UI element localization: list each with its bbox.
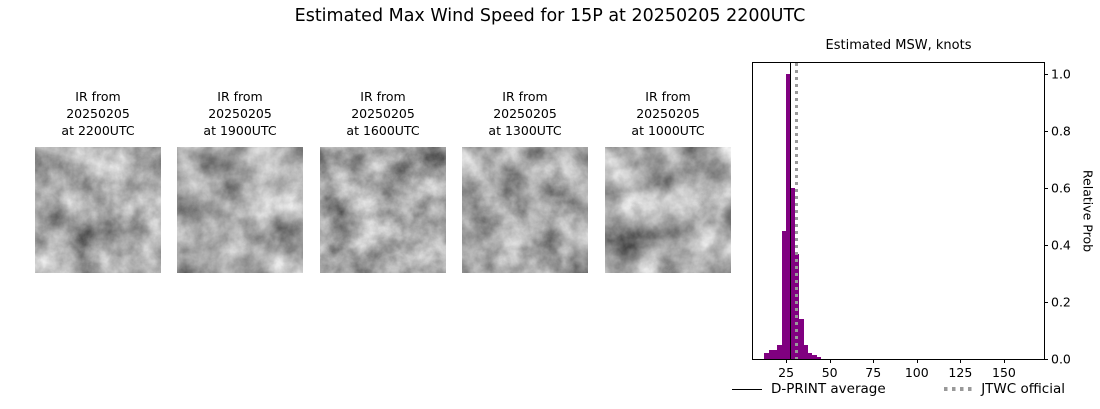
y-tick [1044, 245, 1048, 247]
ir-panel-label: IR from 20250205 at 1300UTC [462, 88, 588, 139]
histogram-bar [799, 319, 804, 359]
chart-title: Estimated MSW, knots [825, 38, 972, 53]
legend-dprint: D-PRINT average [732, 381, 886, 397]
y-tick [1044, 302, 1048, 304]
ir-satellite-image [462, 147, 588, 273]
y-tick-label: 0.0 [1051, 351, 1071, 367]
msw-histogram-plot: 25 50 75 100 125 150 0.0 0.2 0.4 0.6 0.8 1.0 [752, 62, 1071, 380]
x-tick [916, 359, 918, 363]
histogram-bar [816, 356, 821, 359]
x-tick-label: 125 [948, 365, 973, 380]
ir-label-line: 20250205 [493, 106, 557, 121]
ir-label-line: at 1600UTC [346, 123, 420, 138]
y-tick [1044, 188, 1048, 190]
ir-satellite-image [605, 147, 731, 273]
jtwc-official-line [794, 63, 798, 359]
ir-satellite-image [177, 147, 303, 273]
dprint-average-line [789, 63, 792, 359]
histogram-bar [786, 74, 791, 359]
jtwc-dotted-swatch [944, 387, 973, 391]
y-tick-label: 1.0 [1051, 66, 1071, 82]
ir-label-line: IR from [360, 89, 406, 104]
y-tick-label: 0.8 [1051, 123, 1071, 139]
ir-label-line: IR from [645, 89, 691, 104]
ir-panel-label: IR from 20250205 at 2200UTC [35, 88, 161, 139]
legend-dprint-label: D-PRINT average [771, 381, 886, 397]
ir-label-line: IR from [502, 89, 548, 104]
histogram-bar [781, 230, 787, 359]
ir-label-line: at 1900UTC [203, 123, 277, 138]
legend-jtwc-label: JTWC official [981, 381, 1065, 397]
x-tick [960, 359, 962, 363]
ir-panel-label: IR from 20250205 at 1900UTC [177, 88, 303, 139]
legend-jtwc: JTWC official [944, 381, 1065, 397]
ir-panel-1000utc: IR from 20250205 at 1000UTC [605, 88, 731, 273]
histogram-bar [764, 353, 769, 359]
x-tick [829, 359, 831, 363]
x-tick-label: 150 [991, 365, 1016, 380]
x-tick [1003, 359, 1005, 363]
ir-label-line: 20250205 [66, 106, 130, 121]
histogram-bar [768, 350, 774, 359]
dprint-line-swatch [732, 388, 762, 390]
histogram-bar [812, 354, 817, 359]
x-tick-label: 50 [821, 365, 838, 380]
histogram-bar [807, 353, 813, 359]
ir-panel-label: IR from 20250205 at 1600UTC [320, 88, 446, 139]
y-tick [1044, 131, 1048, 133]
chart-legend: D-PRINT average JTWC official [732, 381, 1065, 397]
histogram-bar [803, 344, 808, 359]
ir-panel-2200utc: IR from 20250205 at 2200UTC [35, 88, 161, 273]
y-tick [1044, 359, 1048, 360]
ir-label-line: IR from [217, 89, 263, 104]
ir-label-line: at 1300UTC [488, 123, 562, 138]
figure-title: Estimated Max Wind Speed for 15P at 2025… [294, 6, 806, 26]
ir-panel-1900utc: IR from 20250205 at 1900UTC [177, 88, 303, 273]
ir-label-line: IR from [75, 89, 121, 104]
y-tick [1044, 74, 1048, 76]
x-tick-label: 75 [865, 365, 882, 380]
x-tick-label: 25 [778, 365, 795, 380]
ir-label-line: 20250205 [208, 106, 272, 121]
ir-satellite-image [35, 147, 161, 273]
y-tick-label: 0.6 [1051, 180, 1071, 196]
ir-satellite-image [320, 147, 446, 273]
ir-label-line: 20250205 [636, 106, 700, 121]
histogram-bar [790, 188, 795, 359]
ir-panel-label: IR from 20250205 at 1000UTC [605, 88, 731, 139]
y-tick-label: 0.2 [1051, 294, 1071, 310]
y-tick-label: 0.4 [1051, 237, 1071, 253]
histogram-bar [773, 350, 778, 359]
ir-panel-1300utc: IR from 20250205 at 1300UTC [462, 88, 588, 273]
ir-label-line: 20250205 [351, 106, 415, 121]
ir-label-line: at 2200UTC [61, 123, 135, 138]
x-tick-label: 100 [904, 365, 929, 380]
ir-panel-1600utc: IR from 20250205 at 1600UTC [320, 88, 446, 273]
y-axis-label: Relative Prob [1080, 169, 1096, 253]
histogram-bar [777, 344, 782, 359]
ir-label-line: at 1000UTC [631, 123, 705, 138]
x-tick [873, 359, 875, 363]
x-tick [786, 359, 788, 363]
